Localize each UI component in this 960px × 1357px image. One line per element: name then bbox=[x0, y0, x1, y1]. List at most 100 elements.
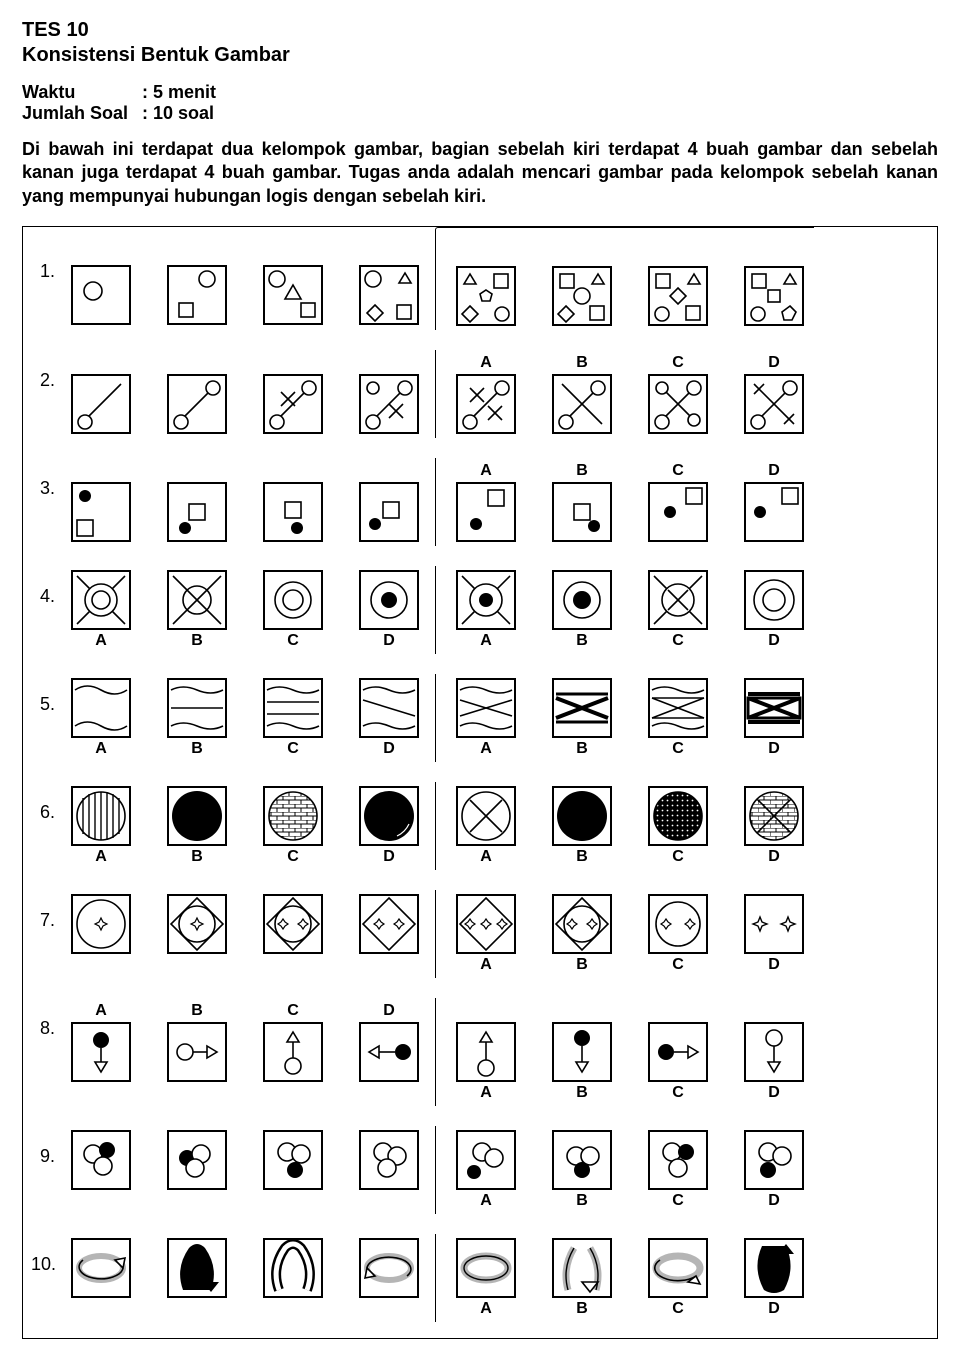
option-box[interactable] bbox=[744, 1022, 804, 1082]
option-label: A bbox=[95, 1002, 107, 1020]
pattern-box bbox=[167, 1022, 227, 1082]
option-box[interactable] bbox=[552, 266, 612, 326]
option-label: A bbox=[480, 632, 492, 650]
option-box[interactable] bbox=[744, 570, 804, 630]
pattern-box bbox=[71, 1238, 131, 1298]
pattern-box bbox=[71, 570, 131, 630]
option-box[interactable] bbox=[648, 786, 708, 846]
option-label: C bbox=[287, 1002, 299, 1020]
option-box[interactable] bbox=[456, 678, 516, 738]
pattern-box bbox=[167, 265, 227, 325]
instructions: Di bawah ini terdapat dua kelompok gamba… bbox=[22, 138, 938, 208]
option-box[interactable] bbox=[744, 894, 804, 954]
pattern-box bbox=[263, 482, 323, 542]
option-label: B bbox=[576, 1084, 588, 1102]
option-box[interactable] bbox=[744, 1238, 804, 1298]
option-box[interactable] bbox=[456, 786, 516, 846]
pattern-box bbox=[263, 1238, 323, 1298]
option-box[interactable] bbox=[744, 266, 804, 326]
option-box[interactable] bbox=[744, 482, 804, 542]
pattern-box bbox=[359, 1130, 419, 1190]
option-box[interactable] bbox=[552, 894, 612, 954]
question-row-5: 5. A B C D A B C D bbox=[31, 674, 929, 762]
question-row-6: 6. A B C D A B C D bbox=[31, 782, 929, 870]
pattern-box bbox=[71, 894, 131, 954]
pattern-box bbox=[71, 374, 131, 434]
pattern-box bbox=[359, 1022, 419, 1082]
option-box[interactable] bbox=[648, 1238, 708, 1298]
test-number: TES 10 bbox=[22, 18, 938, 43]
option-box[interactable] bbox=[456, 1130, 516, 1190]
option-box[interactable] bbox=[456, 266, 516, 326]
option-box[interactable] bbox=[648, 678, 708, 738]
option-box[interactable] bbox=[552, 678, 612, 738]
option-label: B bbox=[576, 956, 588, 974]
option-label: D bbox=[768, 848, 780, 866]
option-label: B bbox=[191, 740, 203, 758]
option-label: D bbox=[768, 1084, 780, 1102]
option-box[interactable] bbox=[552, 1238, 612, 1298]
pattern-box bbox=[359, 570, 419, 630]
option-label: D bbox=[768, 740, 780, 758]
count-label: Jumlah Soal bbox=[22, 103, 142, 124]
meta-block: Waktu : 5 menit Jumlah Soal : 10 soal bbox=[22, 82, 938, 124]
pattern-box bbox=[167, 374, 227, 434]
pattern-box bbox=[167, 786, 227, 846]
question-number: 1. bbox=[31, 241, 61, 282]
question-number: 9. bbox=[31, 1126, 61, 1167]
option-box[interactable] bbox=[552, 374, 612, 434]
pattern-box bbox=[71, 678, 131, 738]
option-label: D bbox=[768, 1192, 780, 1210]
pattern-box bbox=[359, 374, 419, 434]
pattern-box bbox=[71, 786, 131, 846]
option-label: A bbox=[480, 1084, 492, 1102]
option-label: B bbox=[191, 632, 203, 650]
option-box[interactable] bbox=[552, 1022, 612, 1082]
option-label: C bbox=[672, 848, 684, 866]
option-label: B bbox=[576, 848, 588, 866]
option-box[interactable] bbox=[648, 570, 708, 630]
pattern-box bbox=[167, 570, 227, 630]
option-label: C bbox=[672, 956, 684, 974]
option-label: A bbox=[480, 354, 492, 372]
option-box[interactable] bbox=[648, 374, 708, 434]
pattern-box bbox=[263, 1022, 323, 1082]
option-box[interactable] bbox=[552, 1130, 612, 1190]
option-box[interactable] bbox=[744, 374, 804, 434]
option-label: D bbox=[383, 632, 395, 650]
option-box[interactable] bbox=[648, 894, 708, 954]
pattern-box bbox=[359, 894, 419, 954]
option-label: B bbox=[576, 1300, 588, 1318]
pattern-box bbox=[71, 482, 131, 542]
question-number: 5. bbox=[31, 674, 61, 715]
pattern-box bbox=[167, 482, 227, 542]
option-box[interactable] bbox=[648, 482, 708, 542]
option-box[interactable] bbox=[456, 482, 516, 542]
option-label: D bbox=[768, 354, 780, 372]
option-label bbox=[99, 354, 103, 372]
option-box[interactable] bbox=[744, 1130, 804, 1190]
option-group-right bbox=[435, 227, 814, 330]
question-row-7: 7. A B C D bbox=[31, 890, 929, 978]
pattern-box bbox=[263, 1130, 323, 1190]
option-box[interactable] bbox=[552, 786, 612, 846]
pattern-box bbox=[263, 894, 323, 954]
option-box[interactable] bbox=[552, 482, 612, 542]
option-box[interactable] bbox=[456, 1238, 516, 1298]
option-box[interactable] bbox=[744, 786, 804, 846]
pattern-box bbox=[263, 374, 323, 434]
option-box[interactable] bbox=[648, 1130, 708, 1190]
option-box[interactable] bbox=[648, 1022, 708, 1082]
test-title: Konsistensi Bentuk Gambar bbox=[22, 43, 938, 68]
option-box[interactable] bbox=[456, 894, 516, 954]
option-box[interactable] bbox=[552, 570, 612, 630]
option-box[interactable] bbox=[648, 266, 708, 326]
option-box[interactable] bbox=[744, 678, 804, 738]
option-label: C bbox=[287, 740, 299, 758]
option-box[interactable] bbox=[456, 570, 516, 630]
option-box[interactable] bbox=[456, 1022, 516, 1082]
question-number: 6. bbox=[31, 782, 61, 823]
pattern-box bbox=[71, 1130, 131, 1190]
option-box[interactable] bbox=[456, 374, 516, 434]
option-label: B bbox=[576, 354, 588, 372]
